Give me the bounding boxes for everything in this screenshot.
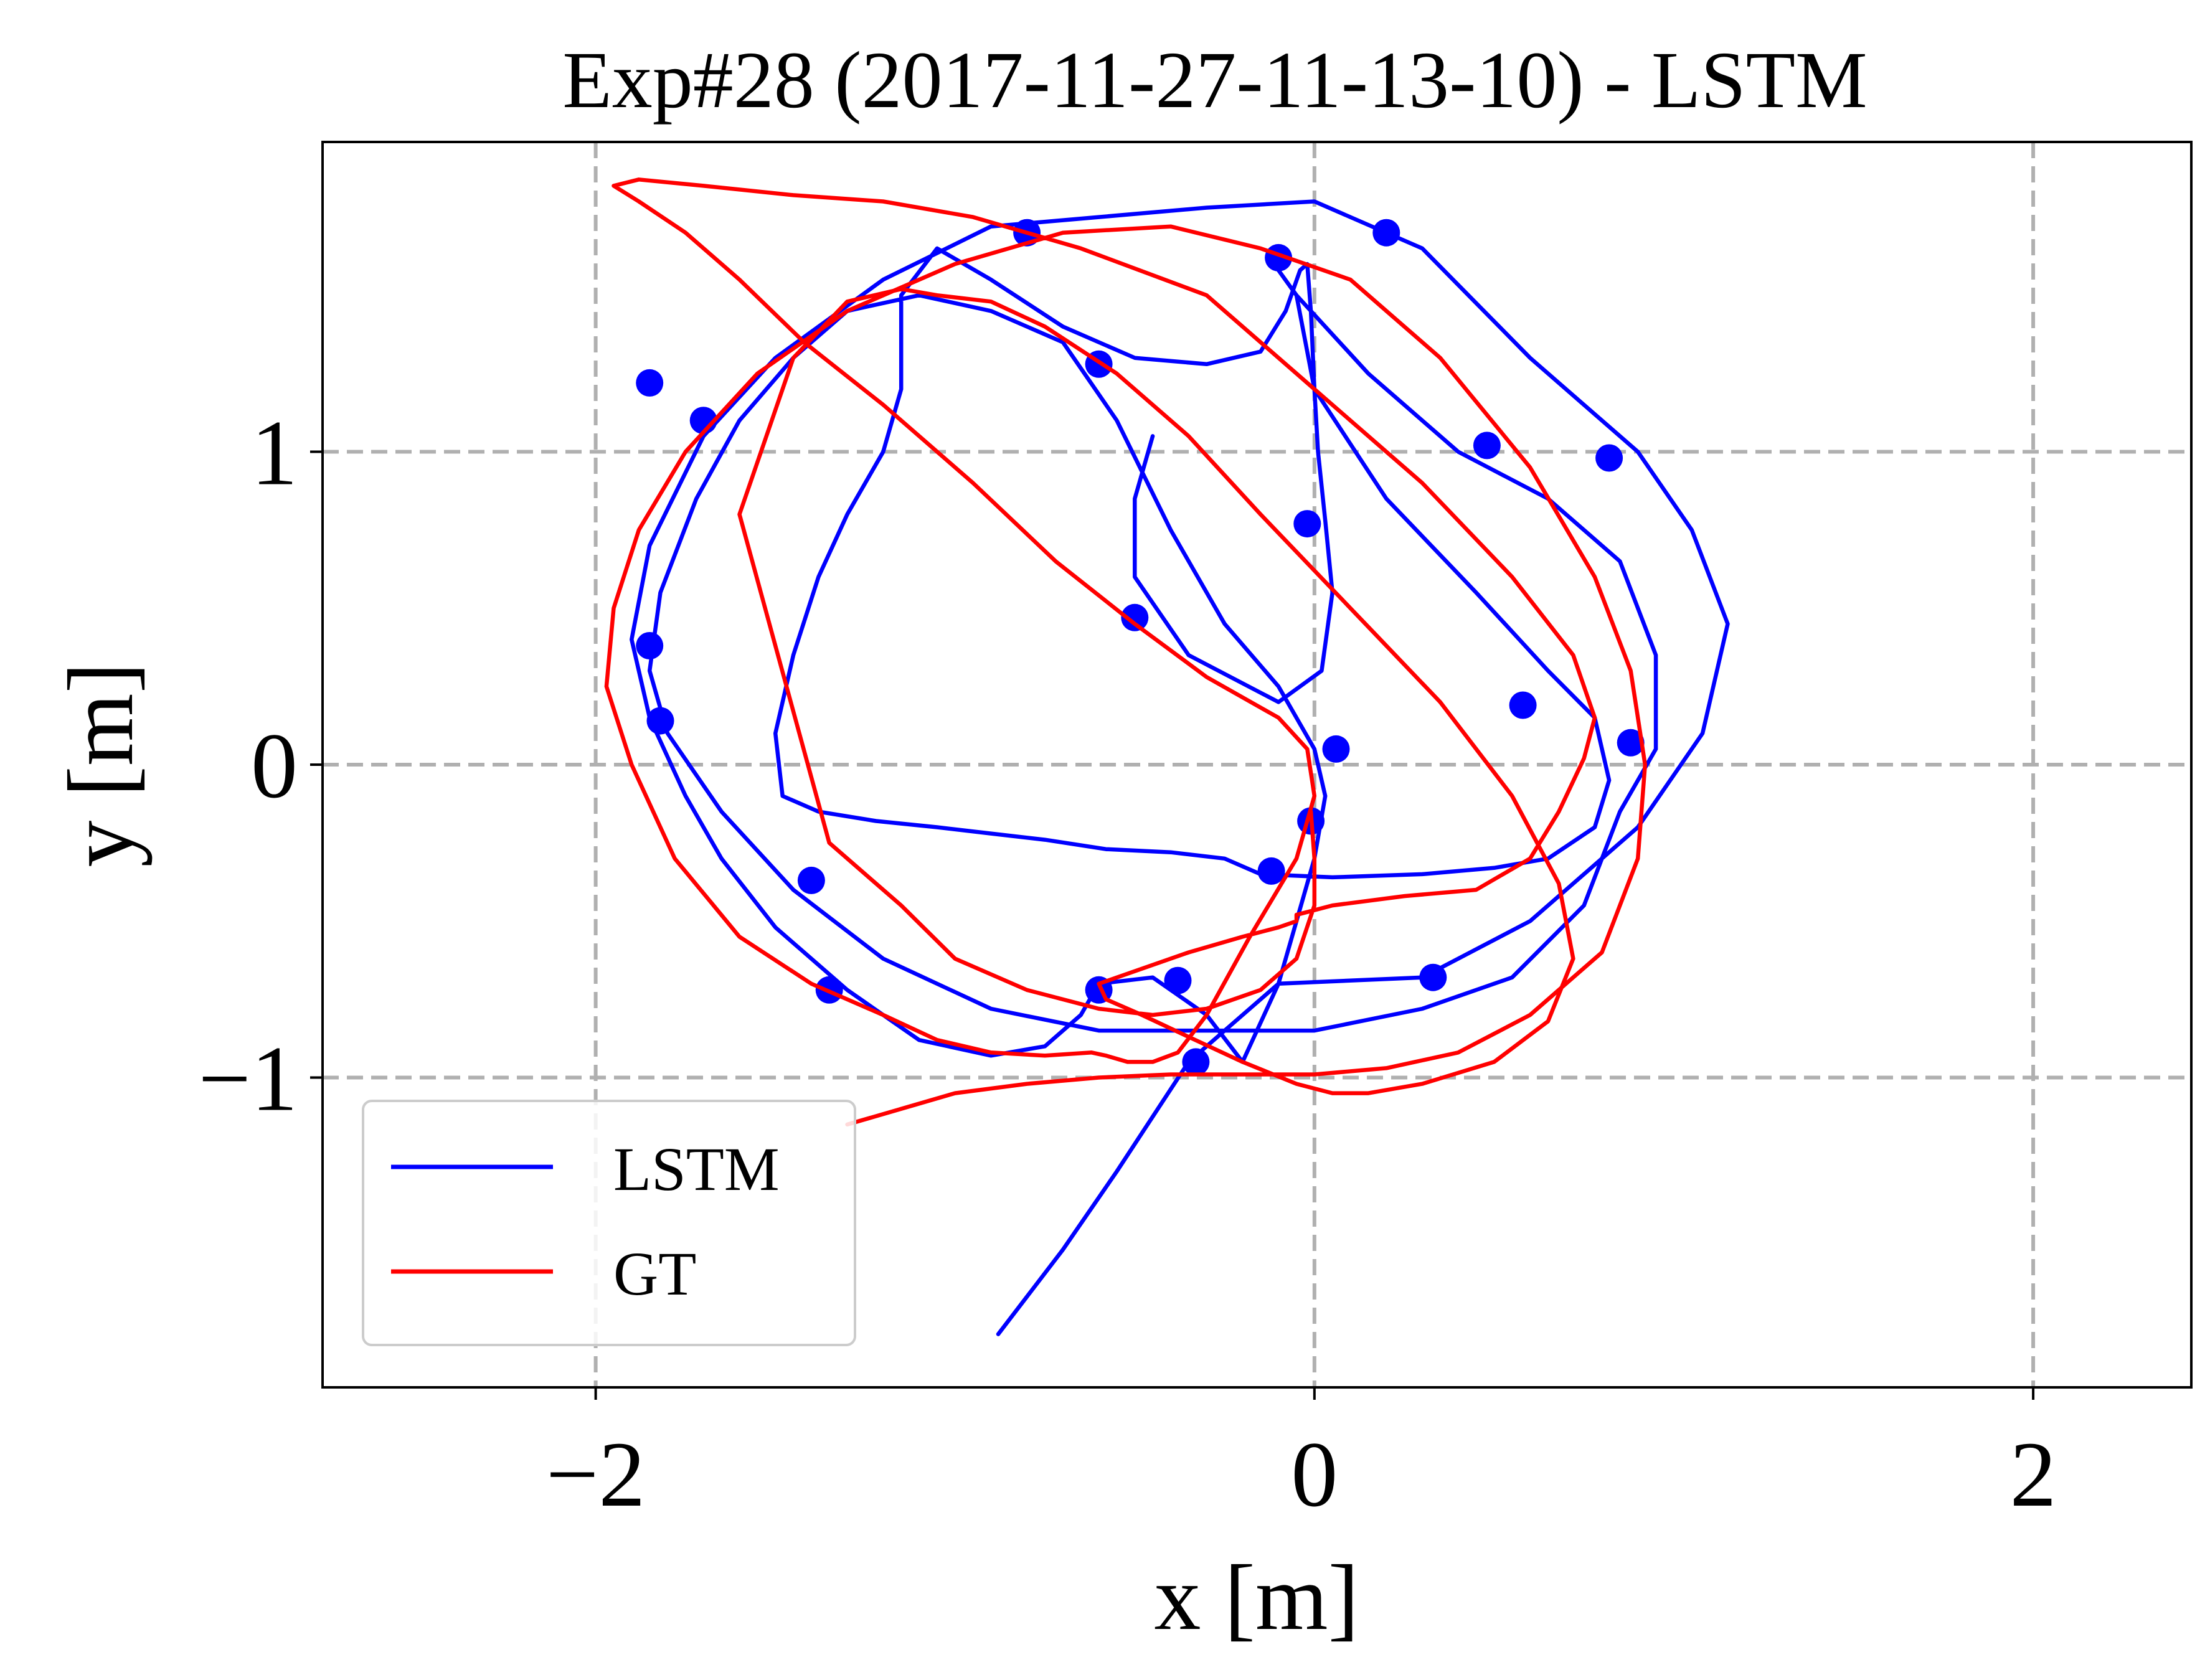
x-axis-label: x [m]: [1154, 1546, 1359, 1649]
series-marker-lstm: [636, 632, 664, 659]
x-tick-label: 0: [1291, 1423, 1338, 1526]
series-marker-lstm: [1617, 729, 1645, 757]
legend-box: [362, 1100, 856, 1346]
series-marker-lstm: [1595, 444, 1623, 472]
series-layer: [604, 177, 1730, 1336]
y-tick-label: 1: [251, 401, 298, 504]
x-tick-label: 2: [2010, 1423, 2057, 1526]
legend-label-gt: GT: [613, 1239, 696, 1308]
series-marker-lstm: [1182, 1048, 1210, 1076]
y-tick-label: 0: [251, 714, 298, 818]
chart-title: Exp#28 (2017-11-27-11-13-10) - LSTM: [562, 35, 1867, 125]
x-tick-label: −2: [546, 1423, 646, 1526]
series-line-gt: [604, 177, 1648, 1127]
series-marker-lstm: [1164, 966, 1192, 994]
series-marker-lstm: [797, 866, 825, 894]
series-line-lstm: [630, 199, 1730, 1336]
series-marker-lstm: [1473, 432, 1501, 460]
series-marker-lstm: [1372, 219, 1400, 247]
series-marker-lstm: [1322, 735, 1350, 763]
legend-label-lstm: LSTM: [613, 1135, 780, 1204]
series-marker-lstm: [1419, 963, 1447, 991]
y-tick-label: −1: [198, 1027, 298, 1131]
series-marker-lstm: [636, 369, 664, 397]
series-marker-lstm: [1257, 857, 1285, 885]
series-marker-lstm: [646, 707, 674, 735]
legend: LSTM GT: [362, 1100, 856, 1346]
series-marker-lstm: [1509, 691, 1537, 719]
axis-ticks: −2 0 2 −1 0 1: [198, 401, 2056, 1526]
y-axis-label: y [m]: [49, 662, 153, 867]
series-marker-lstm: [1293, 510, 1321, 538]
series-marker-lstm: [1121, 603, 1149, 631]
